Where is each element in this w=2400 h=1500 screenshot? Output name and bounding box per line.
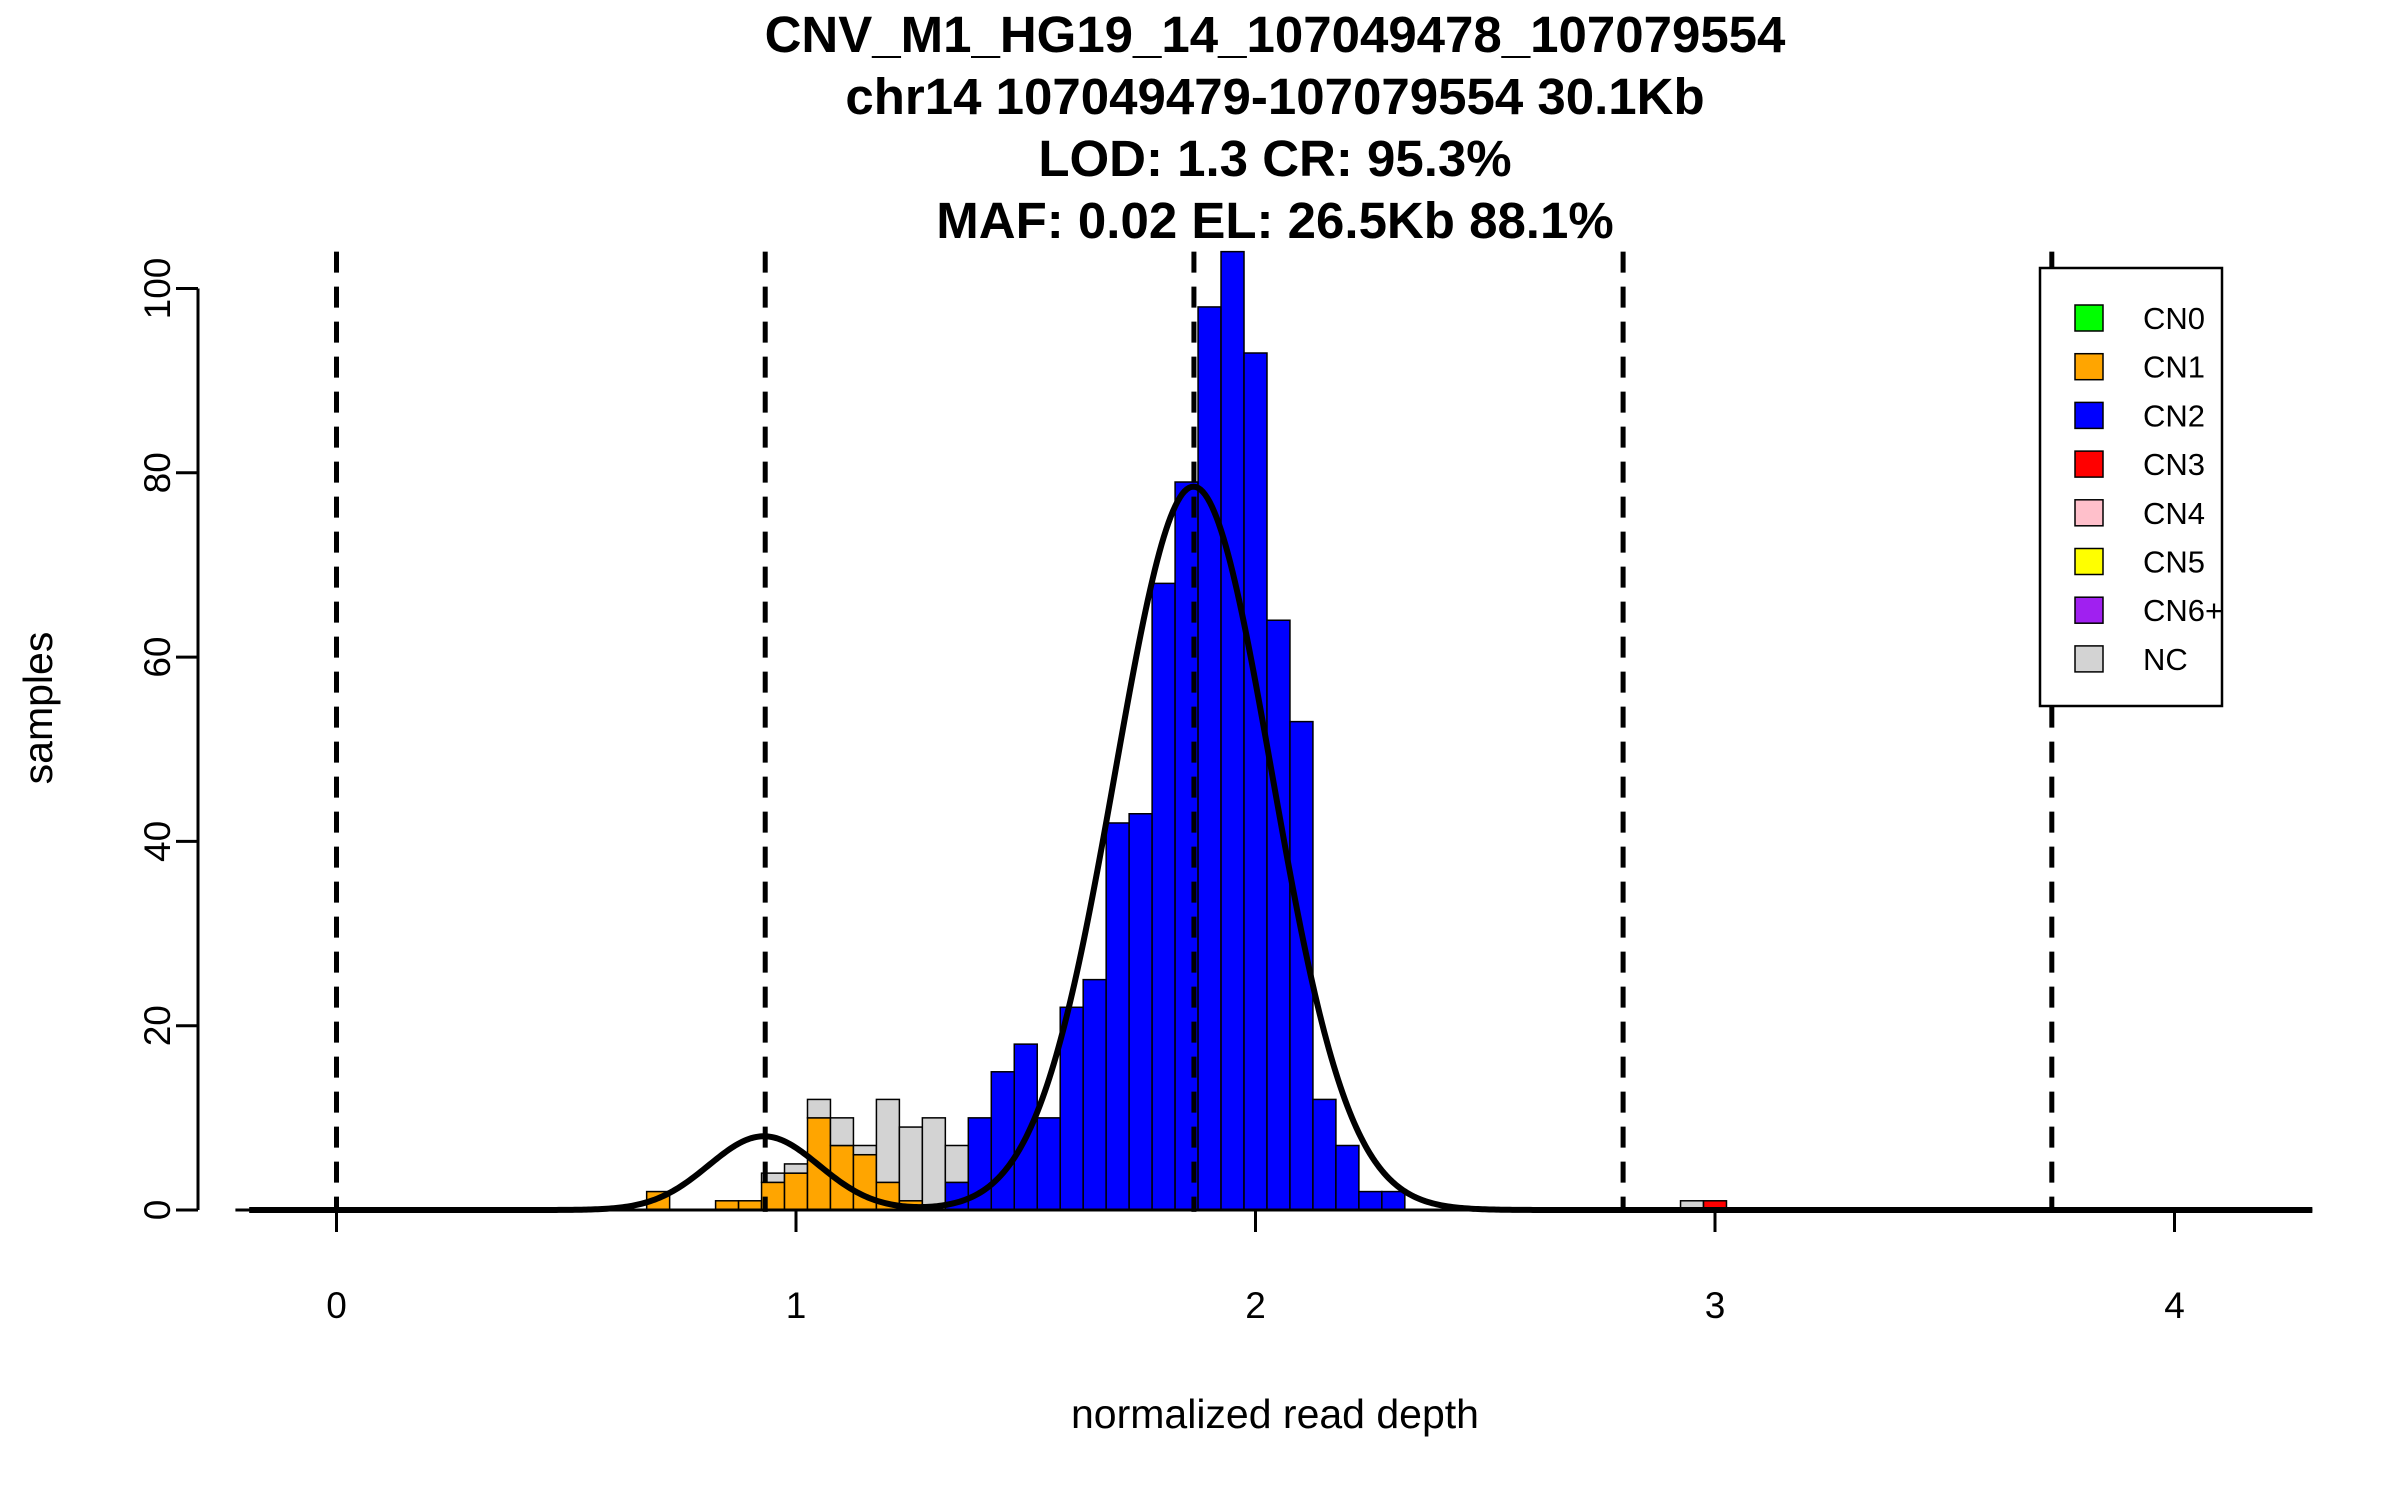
legend-label: CN0 — [2143, 301, 2205, 336]
y-axis-ticks: 0 20 40 60 80 100 — [137, 258, 198, 1221]
legend-swatch-cn0 — [2074, 304, 2104, 332]
title-line-2: chr14 107049479-107079554 30.1Kb — [845, 68, 1704, 125]
histogram-bar-nc — [806, 1098, 832, 1119]
title-line-3: LOD: 1.3 CR: 95.3% — [1038, 130, 1511, 187]
histogram-bar-nc — [875, 1098, 901, 1184]
y-axis-label: samples — [15, 632, 61, 785]
legend-swatch-cn5 — [2074, 547, 2104, 576]
histogram-bars — [645, 250, 1728, 1211]
legend-swatch-cn6plus — [2074, 596, 2104, 624]
legend-label: CN5 — [2143, 545, 2205, 580]
x-tick-label: 1 — [786, 1285, 807, 1326]
histogram-bar-cn2 — [1220, 250, 1245, 1211]
legend-label: CN2 — [2143, 398, 2205, 433]
histogram-bar-cn2 — [1358, 1190, 1383, 1211]
histogram-bar-nc — [783, 1163, 809, 1174]
histogram-bar-cn2 — [1128, 813, 1153, 1211]
histogram-bar-nc — [944, 1144, 970, 1184]
y-tick-label: 20 — [137, 1005, 178, 1046]
histogram-bar-nc — [921, 1117, 947, 1211]
histogram-bar-cn2 — [1197, 306, 1222, 1211]
histogram-bar-cn2 — [1243, 352, 1268, 1211]
histogram-bar-cn2 — [1335, 1144, 1360, 1211]
legend-label: CN1 — [2143, 350, 2205, 385]
histogram-bar-cn2 — [1266, 619, 1291, 1211]
title-line-4: MAF: 0.02 EL: 26.5Kb 88.1% — [936, 192, 1613, 249]
legend-swatch-nc — [2074, 645, 2104, 673]
y-tick-label: 80 — [137, 452, 178, 493]
chart-title: CNV_M1_HG19_14_107049478_107079554 chr14… — [765, 6, 1786, 249]
y-tick-label: 40 — [137, 821, 178, 862]
x-tick-label: 2 — [1245, 1285, 1266, 1326]
legend-label: CN3 — [2143, 447, 2205, 482]
histogram-bar-cn2 — [1082, 978, 1107, 1211]
histogram-bar-cn2 — [990, 1071, 1016, 1211]
histogram-bar-nc — [852, 1144, 878, 1156]
title-line-1: CNV_M1_HG19_14_107049478_107079554 — [765, 6, 1786, 63]
legend-swatch-cn4 — [2074, 499, 2104, 527]
legend-label: CN4 — [2143, 496, 2205, 531]
x-tick-label: 3 — [1705, 1285, 1726, 1326]
histogram-bar-cn2 — [1381, 1190, 1406, 1211]
histogram-bar-nc — [898, 1126, 924, 1202]
x-tick-label: 0 — [326, 1285, 347, 1326]
legend: CN0 CN1 CN2 CN3 CN4 CN5 CN6+ NC — [2038, 266, 2224, 708]
histogram-bar-cn2 — [1312, 1098, 1337, 1211]
y-tick-label: 0 — [137, 1200, 178, 1221]
y-tick-label: 100 — [137, 258, 178, 320]
legend-swatch-cn1 — [2074, 352, 2104, 381]
legend-swatch-cn2 — [2074, 401, 2104, 430]
y-tick-label: 60 — [137, 637, 178, 678]
x-axis-ticks: 0 1 2 3 4 — [326, 1210, 2185, 1326]
legend-swatch-cn3 — [2074, 450, 2104, 478]
histogram-bar-cn2 — [1151, 582, 1176, 1211]
histogram-bar-cn2 — [1036, 1117, 1061, 1211]
legend-label: CN6+ — [2143, 593, 2223, 628]
histogram-bar-cn1 — [783, 1172, 809, 1211]
x-axis-label: normalized read depth — [1071, 1391, 1479, 1437]
histogram-bar-cn2 — [1105, 822, 1130, 1211]
x-tick-label: 4 — [2164, 1285, 2185, 1326]
legend-label: NC — [2143, 642, 2188, 677]
legend-box — [2038, 266, 2224, 708]
histogram-bar-nc — [829, 1117, 855, 1147]
